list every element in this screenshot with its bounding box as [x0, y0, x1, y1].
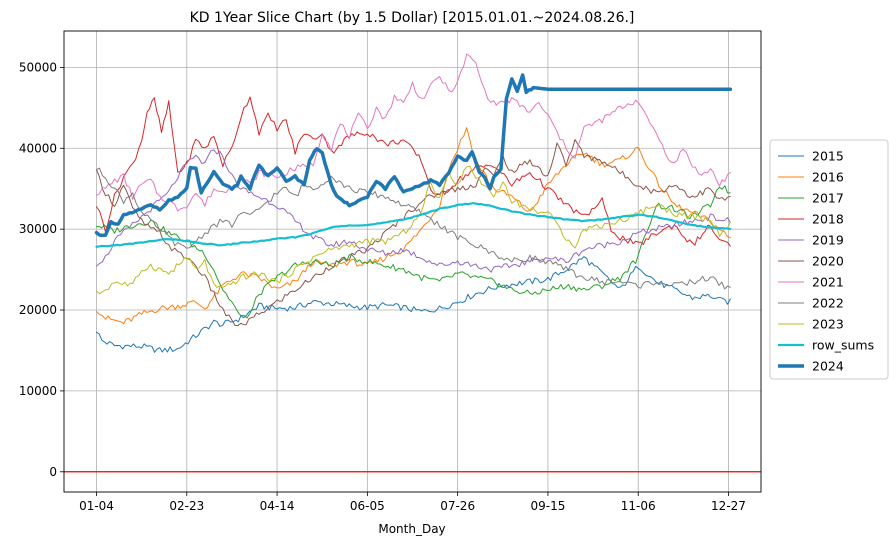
x-tick-label: 01-04: [79, 499, 114, 513]
y-tick-label: 30000: [19, 222, 57, 236]
series-line-2020: [96, 139, 731, 327]
series-line-2017: [96, 185, 731, 319]
legend-label: 2021: [812, 275, 844, 290]
legend-label: 2020: [812, 254, 844, 269]
x-tick-label: 11-06: [621, 499, 656, 513]
x-tick-label: 09-15: [530, 499, 565, 513]
x-tick-label: 12-27: [711, 499, 746, 513]
x-tick-label: 06-05: [350, 499, 385, 513]
y-axis: 0 10000 20000 30000 40000 50000: [19, 60, 64, 479]
legend-label: 2018: [812, 212, 844, 227]
legend-label: 2017: [812, 191, 844, 206]
x-axis-label: Month_Day: [378, 522, 445, 536]
y-tick-label: 0: [49, 465, 57, 479]
series-line-2022: [96, 167, 731, 290]
legend-label: 2024: [812, 359, 844, 374]
series-line-row-sums: [95, 201, 732, 248]
series-line-2024: [94, 73, 733, 238]
legend-label: row_sums: [812, 338, 874, 353]
legend-label: 2019: [812, 233, 844, 248]
legend-box: [769, 139, 889, 380]
y-tick-label: 20000: [19, 303, 57, 317]
series-line-2023: [96, 165, 731, 295]
legend: 2015 2016 2017 2018 2019 2020 2021 2022 2023 row_…: [769, 139, 889, 380]
x-tick-label: 04-14: [260, 499, 295, 513]
x-tick-label: 07-26: [440, 499, 475, 513]
plot-frame: [63, 30, 762, 493]
legend-label: 2022: [812, 296, 844, 311]
series-layer: [94, 53, 733, 353]
series-line-2016: [96, 127, 731, 325]
legend-label: 2016: [812, 170, 844, 185]
x-axis: 01-04 02-23 04-14 06-05 07-26 09-15 11-06 12-27: [79, 492, 746, 513]
y-tick-label: 50000: [19, 60, 57, 74]
series-line-2021: [96, 53, 731, 212]
y-tick-label: 40000: [19, 141, 57, 155]
legend-label: 2015: [812, 149, 844, 164]
y-tick-label: 10000: [19, 384, 57, 398]
grid: [64, 31, 761, 492]
chart-title: KD 1Year Slice Chart (by 1.5 Dollar) [20…: [190, 10, 635, 26]
legend-label: 2023: [812, 317, 844, 332]
x-tick-label: 02-23: [169, 499, 204, 513]
series-line-2018: [96, 96, 731, 247]
series-line-2015: [96, 256, 731, 353]
series-line-2019: [96, 149, 731, 273]
